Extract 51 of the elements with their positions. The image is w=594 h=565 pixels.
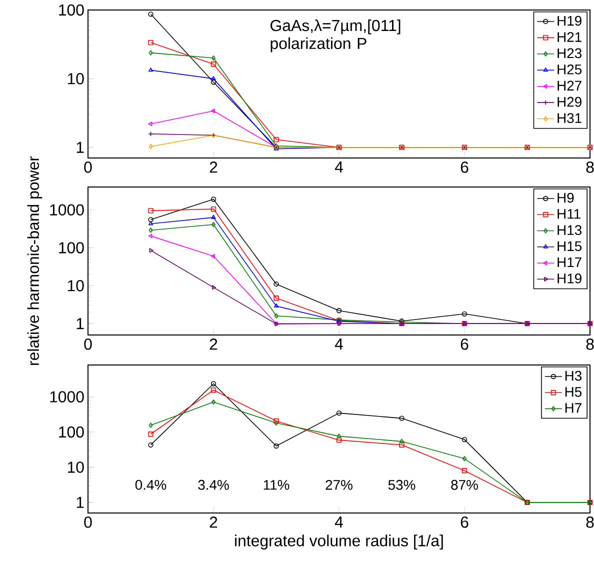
x-tick-label: 6 [460, 162, 468, 173]
legend-label: H25 [558, 64, 582, 74]
y-tick-label: 10 [68, 73, 84, 84]
y-tick-label: 10 [68, 462, 84, 473]
annotation: 53% [388, 480, 416, 490]
annotation: 11% [264, 480, 290, 490]
x-tick-label: 2 [210, 338, 218, 350]
y-tick-label: 100 [59, 426, 84, 438]
legend-label: H13 [558, 225, 582, 236]
y-tick-label: 1 [76, 496, 84, 508]
x-tick-label: 2 [210, 516, 218, 528]
legend-label: H23 [558, 48, 582, 58]
x-tick-label: 6 [460, 338, 468, 350]
x-tick-label: 0 [84, 516, 92, 528]
x-axis-title: integrated volume radius [1/a] [235, 534, 443, 550]
x-tick-label: 8 [586, 338, 594, 350]
legend-label: H19 [558, 16, 582, 26]
legend-label: H29 [558, 96, 582, 107]
legend-label: H19 [558, 274, 582, 284]
x-tick-label: 8 [586, 162, 594, 173]
legend-label: H9 [558, 192, 574, 203]
x-tick-label: 8 [586, 516, 594, 528]
y-tick-label: 1000 [50, 204, 84, 216]
legend-label: H17 [558, 257, 582, 268]
legend-label: H5 [565, 387, 582, 397]
x-tick-label: 0 [84, 338, 92, 350]
y-tick-label: 10 [68, 280, 84, 292]
x-tick-label: 0 [84, 162, 92, 173]
x-tick-label: 4 [334, 162, 343, 172]
legend-label: H21 [558, 32, 582, 42]
y-tick-label: 100 [59, 4, 84, 16]
y-tick-label: 1 [76, 318, 84, 330]
annotation: 27% [326, 480, 352, 490]
legend-label: H15 [558, 241, 582, 252]
annotation: 0.4% [135, 480, 166, 490]
annotation: 3.4% [198, 480, 229, 490]
x-tick-label: 2 [210, 162, 218, 173]
legend-label: H31 [558, 113, 582, 124]
annotation: GaAs,λ=7µm,[011] polarization P [270, 19, 400, 52]
legend-label: H7 [565, 403, 582, 413]
y-axis-title: relative harmonic-band power [27, 156, 42, 365]
annotation: 87% [451, 480, 478, 490]
legend-label: H3 [565, 370, 582, 381]
y-tick-label: 1 [76, 142, 84, 153]
legend-label: H11 [558, 209, 580, 219]
x-tick-label: 6 [460, 516, 468, 528]
y-tick-label: 1000 [50, 391, 84, 402]
x-tick-label: 4 [334, 338, 343, 350]
x-tick-label: 4 [334, 516, 343, 528]
legend-label: H27 [558, 80, 582, 90]
y-tick-label: 100 [59, 242, 84, 254]
